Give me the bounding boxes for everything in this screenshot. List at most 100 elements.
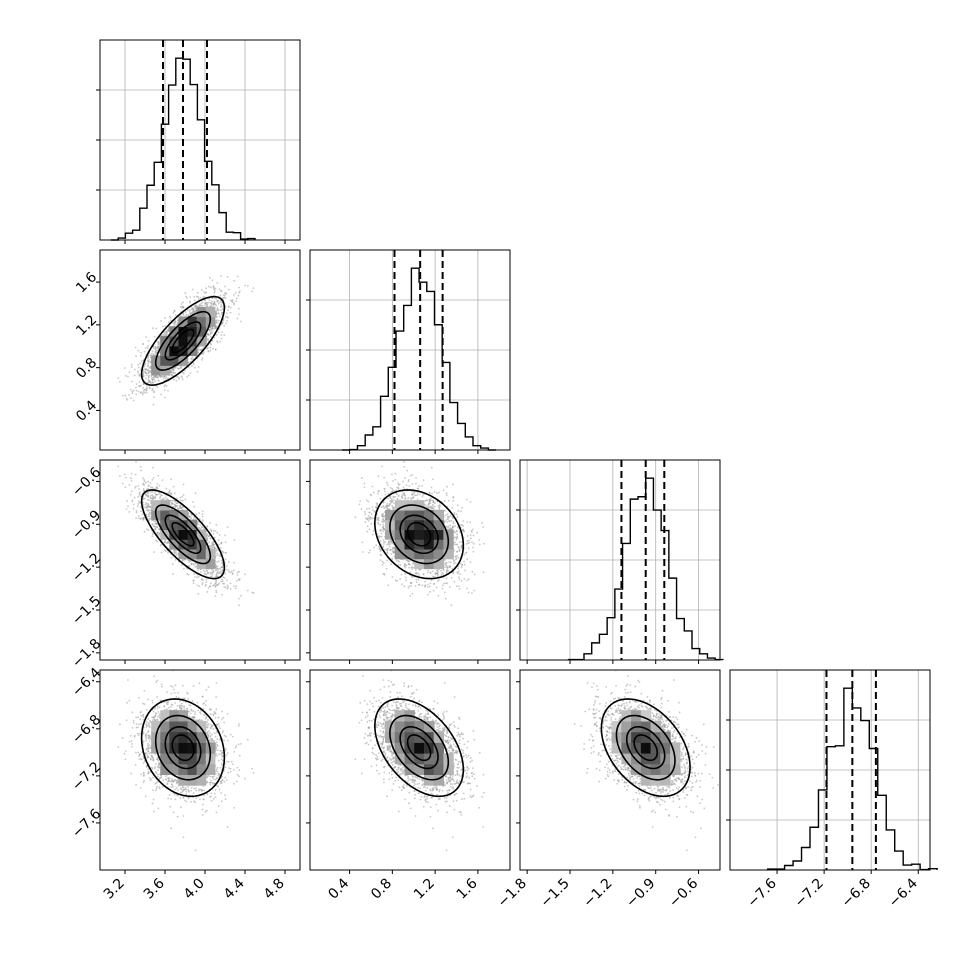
sample-point xyxy=(188,559,191,562)
sample-point xyxy=(134,368,136,371)
sample-point xyxy=(153,335,156,338)
sample-point xyxy=(179,367,181,370)
sample-point xyxy=(154,350,157,353)
sample-point xyxy=(172,485,175,488)
sample-point xyxy=(223,334,226,336)
sample-point xyxy=(217,309,220,312)
sample-point xyxy=(193,299,196,302)
sample-point xyxy=(213,290,216,292)
sample-point xyxy=(199,518,201,520)
sample-point xyxy=(135,511,138,514)
sample-point xyxy=(182,372,185,375)
sample-point xyxy=(194,366,196,369)
sample-point xyxy=(149,365,152,368)
sample-point xyxy=(168,489,171,492)
sample-point xyxy=(159,495,162,498)
sample-point xyxy=(160,320,162,322)
sample-point xyxy=(212,544,215,546)
sample-point xyxy=(220,303,223,306)
sample-point xyxy=(145,388,147,391)
sample-point xyxy=(160,393,162,396)
sample-point xyxy=(214,348,217,351)
sample-point xyxy=(238,291,241,294)
sample-point xyxy=(139,354,142,357)
sample-point xyxy=(161,494,163,497)
density-cell xyxy=(169,345,180,357)
sample-point xyxy=(200,302,203,305)
sample-point xyxy=(143,506,145,509)
sample-point xyxy=(220,313,223,315)
sample-point xyxy=(214,326,217,329)
sample-point xyxy=(137,366,140,369)
sample-point xyxy=(149,367,152,370)
sample-point xyxy=(204,585,207,587)
sample-point xyxy=(214,595,217,597)
sample-point xyxy=(216,300,219,303)
sample-point xyxy=(201,301,204,304)
sample-point xyxy=(186,572,189,575)
sample-point xyxy=(159,544,162,547)
sample-point xyxy=(223,296,226,299)
sample-point xyxy=(200,349,202,351)
sample-point xyxy=(131,380,133,383)
sample-point xyxy=(155,493,158,496)
sample-point xyxy=(135,355,137,357)
sample-point xyxy=(224,534,226,537)
sample-point xyxy=(193,309,196,312)
sample-point xyxy=(175,497,178,500)
sample-point xyxy=(189,372,192,374)
sample-point xyxy=(147,359,149,362)
sample-point xyxy=(142,504,145,507)
sample-point xyxy=(184,292,187,295)
sample-point xyxy=(154,497,157,499)
sample-point xyxy=(217,568,220,571)
sample-point xyxy=(196,584,199,587)
sample-point xyxy=(182,306,185,309)
sample-point xyxy=(199,524,202,526)
sample-point xyxy=(226,316,229,319)
sample-point xyxy=(209,521,211,524)
sample-point xyxy=(157,493,159,496)
sample-point xyxy=(212,540,214,543)
sample-point xyxy=(225,322,227,325)
sample-point xyxy=(183,369,186,372)
sample-point xyxy=(209,336,212,338)
sample-point xyxy=(153,520,155,522)
sample-point xyxy=(142,372,145,375)
sample-point xyxy=(144,481,147,484)
sample-point xyxy=(154,528,156,531)
sample-point xyxy=(135,517,138,520)
sample-point xyxy=(151,352,153,355)
density-cell xyxy=(205,306,216,318)
sample-point xyxy=(127,375,129,378)
sample-point xyxy=(219,290,222,293)
sample-point xyxy=(229,587,232,590)
sample-point xyxy=(185,314,188,317)
sample-point xyxy=(211,327,214,330)
sample-point xyxy=(146,494,148,497)
sample-point xyxy=(154,380,156,383)
sample-point xyxy=(137,363,139,366)
sample-point xyxy=(203,299,206,302)
sample-point xyxy=(147,480,149,483)
sample-point xyxy=(179,496,182,499)
sample-point xyxy=(149,513,151,515)
sample-point xyxy=(173,309,176,312)
sample-point xyxy=(212,304,214,307)
sample-point xyxy=(201,358,203,361)
sample-point xyxy=(147,362,150,365)
sample-point xyxy=(190,357,193,360)
sample-point xyxy=(164,333,166,336)
sample-point xyxy=(186,375,189,378)
sample-point xyxy=(138,374,141,376)
sample-point xyxy=(151,535,154,538)
sample-point xyxy=(163,385,166,388)
sample-point xyxy=(205,287,208,289)
sample-point xyxy=(188,565,191,567)
sample-point xyxy=(218,572,221,574)
sample-point xyxy=(185,295,188,298)
sample-point xyxy=(153,491,156,494)
sample-point xyxy=(188,560,191,563)
sample-point xyxy=(227,309,229,312)
sample-point xyxy=(238,307,240,310)
